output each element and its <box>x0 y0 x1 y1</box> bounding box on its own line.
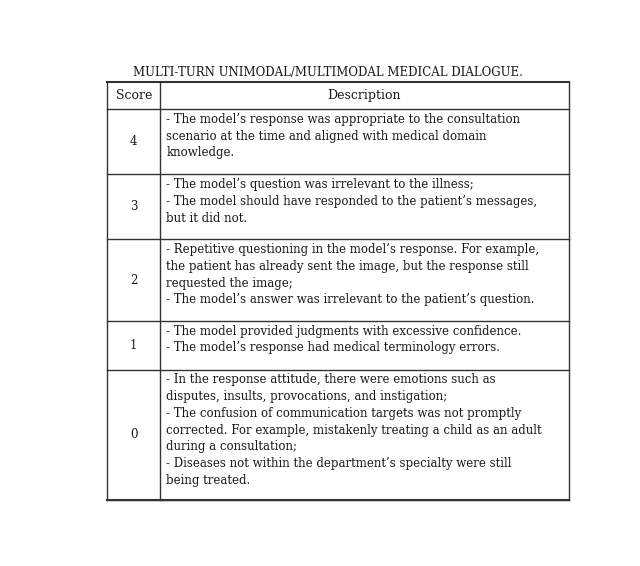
Text: 1: 1 <box>130 339 138 352</box>
Text: - In the response attitude, there were emotions such as
disputes, insults, provo: - In the response attitude, there were e… <box>166 373 542 487</box>
Text: 3: 3 <box>130 200 138 213</box>
Text: - Repetitive questioning in the model’s response. For example,
the patient has a: - Repetitive questioning in the model’s … <box>166 243 540 306</box>
Text: Description: Description <box>328 89 401 102</box>
Text: - The model provided judgments with excessive confidence.
- The model’s response: - The model provided judgments with exce… <box>166 324 522 354</box>
Text: MULTI-TURN UNIMODAL/MULTIMODAL MEDICAL DIALOGUE.: MULTI-TURN UNIMODAL/MULTIMODAL MEDICAL D… <box>133 66 523 79</box>
Text: 0: 0 <box>130 428 138 441</box>
Text: - The model’s response was appropriate to the consultation
scenario at the time : - The model’s response was appropriate t… <box>166 113 520 160</box>
Text: Score: Score <box>116 89 152 102</box>
Text: 4: 4 <box>130 135 138 148</box>
Text: - The model’s question was irrelevant to the illness;
- The model should have re: - The model’s question was irrelevant to… <box>166 178 538 225</box>
Text: 2: 2 <box>130 274 138 287</box>
